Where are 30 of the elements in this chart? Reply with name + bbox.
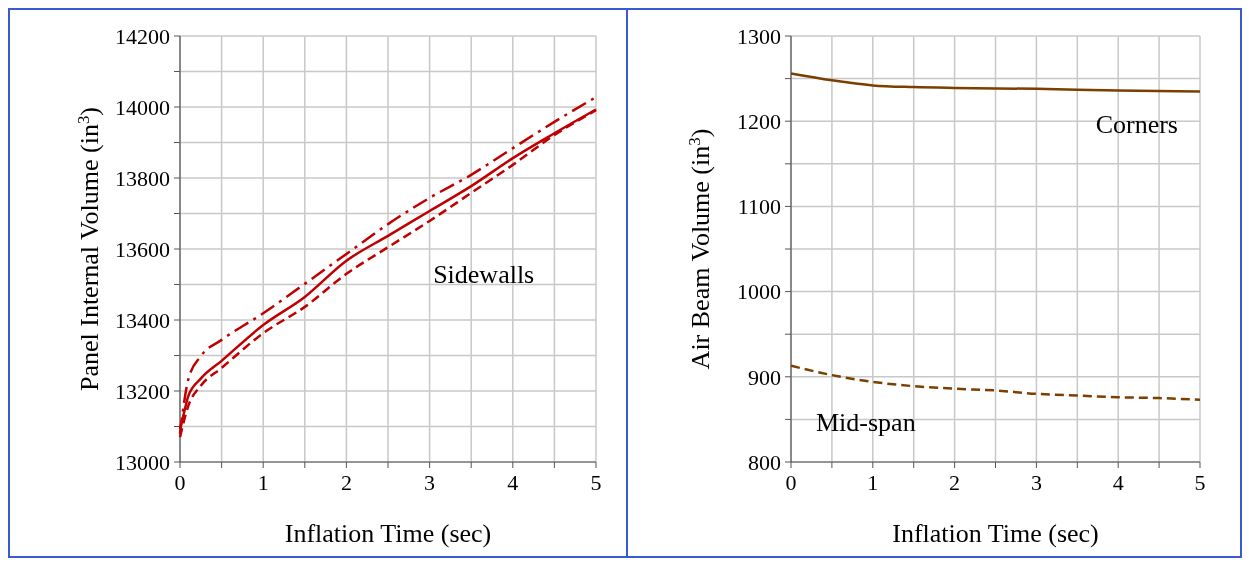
x-tick-label: 3	[424, 470, 436, 495]
x-tick-label: 2	[340, 470, 352, 495]
y-tick-label: 14200	[115, 23, 170, 49]
x-tick-label: 0	[785, 470, 797, 495]
y-tick-label: 800	[748, 449, 781, 475]
y-tick-label: 13800	[115, 165, 170, 191]
y-tick-label: 1000	[737, 279, 781, 305]
y-tick-label: 900	[748, 364, 781, 390]
y-tick-label: 1200	[737, 108, 781, 134]
annotation: Sidewalls	[433, 260, 535, 290]
y-tick-label: 1300	[737, 23, 781, 49]
x-tick-label: 1	[257, 470, 269, 495]
x-tick-label: 5	[1194, 470, 1206, 495]
x-axis-title: Inflation Time (sec)	[284, 519, 492, 548]
x-axis-title: Inflation Time (sec)	[892, 519, 1099, 548]
x-tick-label: 1	[867, 470, 879, 495]
y-tick-label: 13000	[115, 449, 170, 475]
series-label: Mid-span	[816, 407, 916, 437]
y-tick-label: 13600	[115, 236, 170, 262]
x-tick-label: 5	[590, 470, 602, 495]
x-tick-label: 2	[949, 470, 961, 495]
x-tick-label: 4	[507, 470, 519, 495]
y-tick-label: 13400	[115, 307, 170, 333]
series-label: Corners	[1095, 110, 1178, 140]
x-tick-label: 0	[174, 470, 186, 495]
y-tick-label: 13200	[115, 378, 170, 404]
y-tick-label: 1100	[737, 194, 781, 220]
x-tick-label: 3	[1030, 470, 1042, 495]
x-tick-label: 4	[1112, 470, 1124, 495]
y-tick-label: 14000	[115, 94, 170, 120]
